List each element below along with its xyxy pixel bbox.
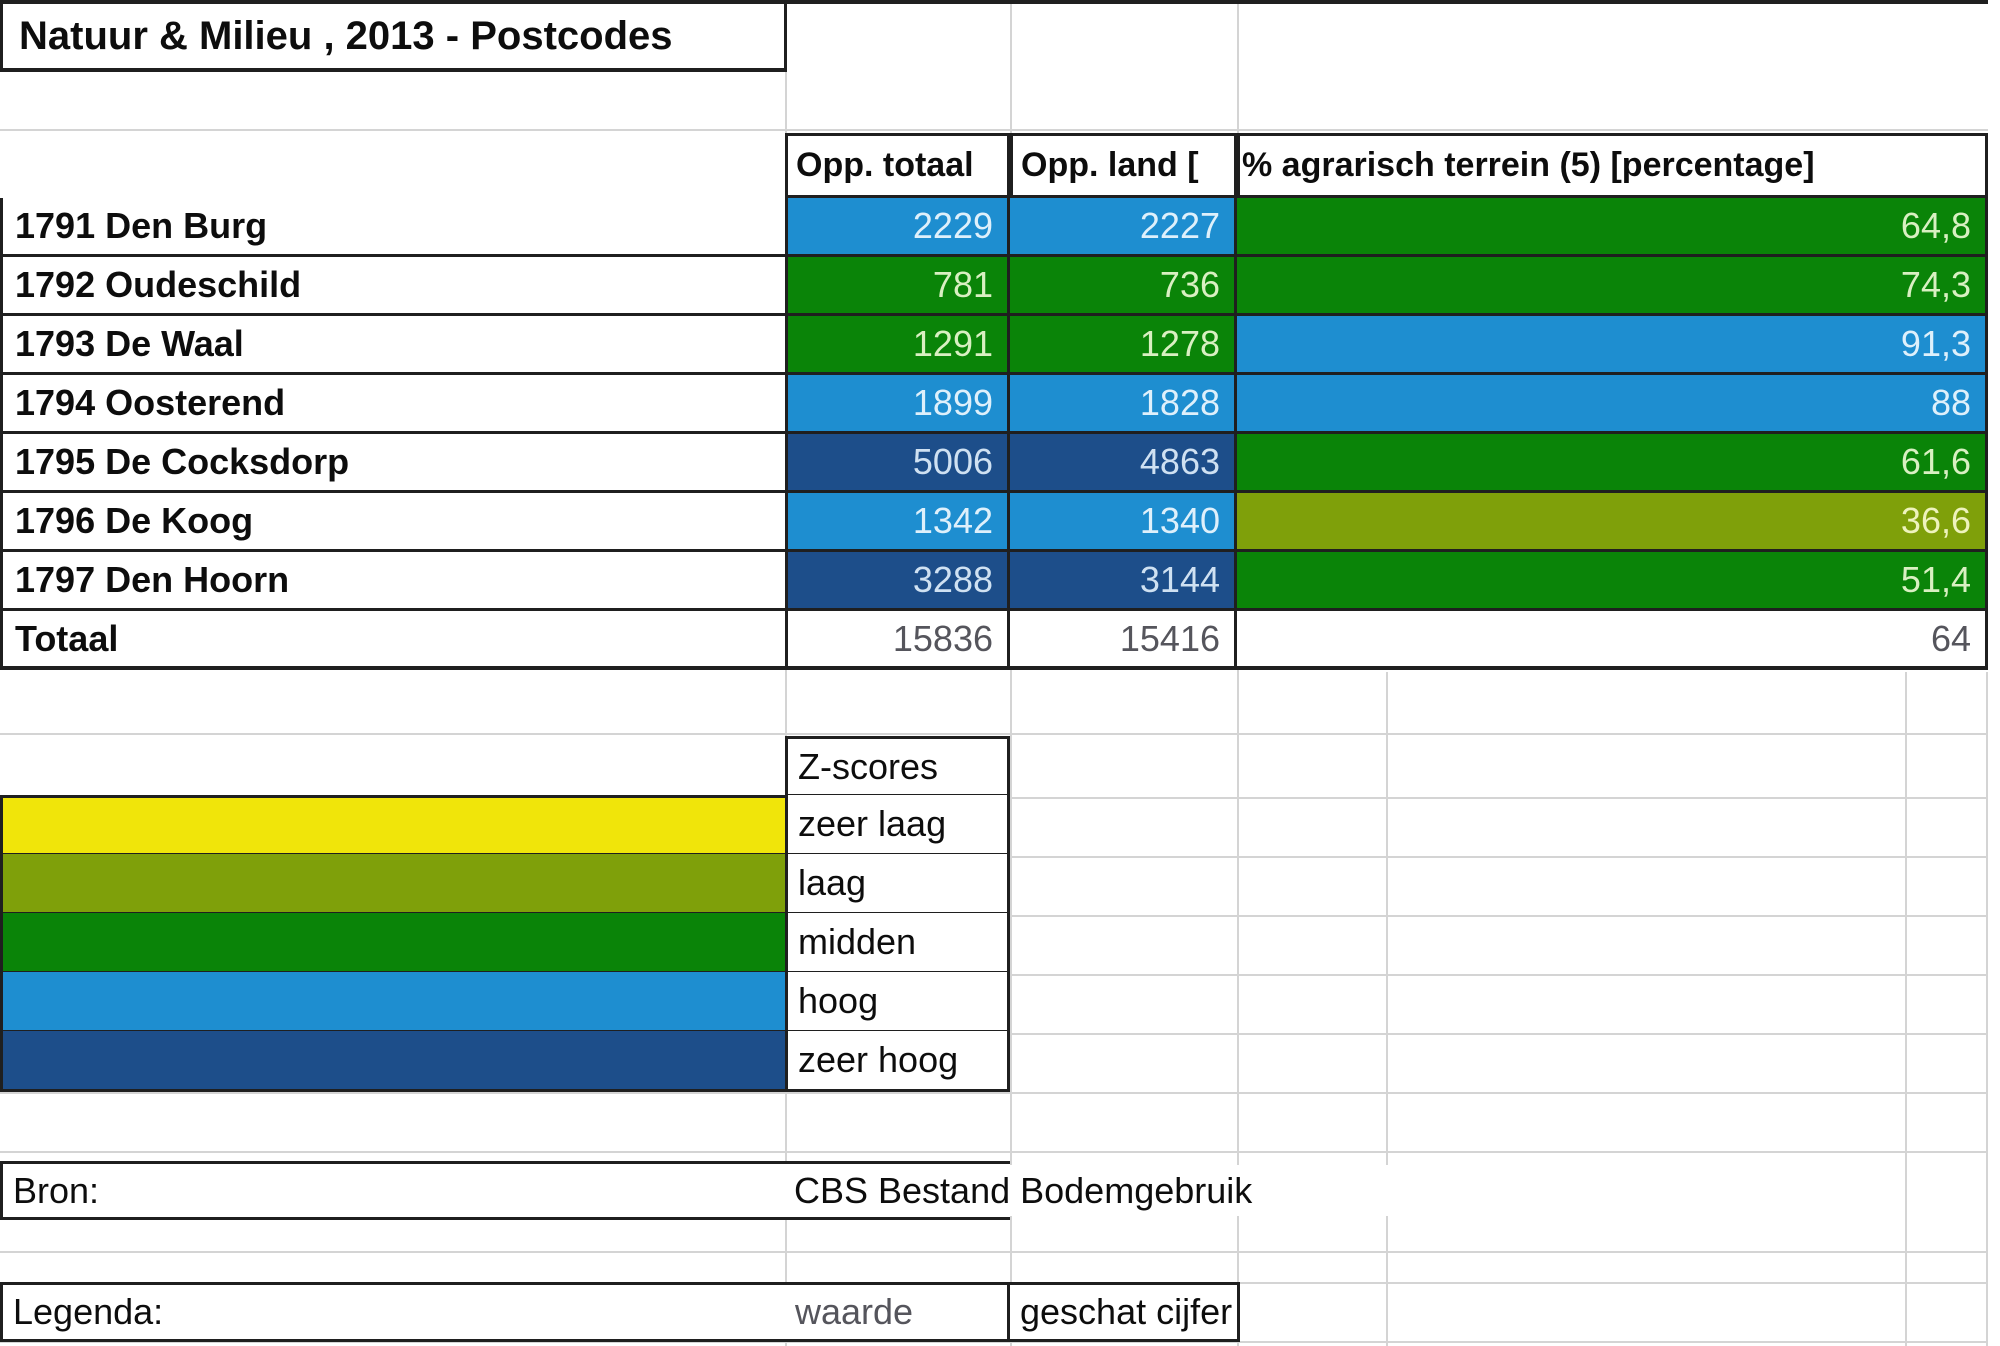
sheet-top-border [0,0,1988,4]
cell-pct[interactable]: 51,4 [1237,552,1988,611]
cell-pct[interactable]: 36,6 [1237,493,1988,552]
total-cell-pct[interactable]: 64 [1237,611,1988,670]
cell-pct[interactable]: 61,6 [1237,434,1988,493]
column-header-opp-totaal[interactable]: Opp. totaal [785,133,1010,198]
column-header-opp-land[interactable]: Opp. land [ [1010,133,1237,198]
gridline-h [0,733,1988,735]
cell-opp-totaal[interactable]: 3288 [785,552,1010,611]
legend-value-cell[interactable]: waarde [785,1282,1010,1342]
gridline-h [0,1251,1988,1253]
column-header-pct-agrarisch[interactable]: % agrarisch terrein (5) [percentage] [1237,133,1988,198]
cell-opp-land[interactable]: 2227 [1010,198,1237,257]
legend-label-zeer-hoog[interactable]: zeer hoog [785,1031,1010,1092]
total-row-label-cell[interactable]: Totaal [0,611,785,670]
gridline-v [1986,672,1988,1346]
cell-opp-land[interactable]: 1278 [1010,316,1237,375]
row-label-cell[interactable]: 1793 De Waal [0,316,785,375]
cell-opp-totaal[interactable]: 781 [785,257,1010,316]
cell-pct[interactable]: 74,3 [1237,257,1988,316]
cell-opp-land[interactable]: 1828 [1010,375,1237,434]
cell-opp-land[interactable]: 3144 [1010,552,1237,611]
legend-swatch-hoog[interactable] [0,972,785,1033]
cell-pct[interactable]: 64,8 [1237,198,1988,257]
gridline-h [0,129,1988,131]
source-label-cell[interactable]: Bron: [0,1161,788,1220]
row-label-cell[interactable]: 1791 Den Burg [0,198,785,257]
cell-opp-totaal[interactable]: 1342 [785,493,1010,552]
gridline-v [1010,0,1012,1346]
cell-opp-totaal[interactable]: 2229 [785,198,1010,257]
legend-swatch-laag[interactable] [0,854,785,915]
gridline-h [0,1151,1988,1153]
row-label-cell[interactable]: 1792 Oudeschild [0,257,785,316]
row-label-cell[interactable]: 1796 De Koog [0,493,785,552]
cell-pct[interactable]: 88 [1237,375,1988,434]
source-value-overflow-text: CBS Bestand Bodemgebruik [792,1165,1432,1216]
cell-opp-totaal[interactable]: 1291 [785,316,1010,375]
zscores-header-cell[interactable]: Z-scores [785,736,1010,797]
gridline-v [1386,672,1388,1346]
row-label-cell[interactable]: 1795 De Cocksdorp [0,434,785,493]
gridline-v [1237,0,1239,1346]
cell-pct[interactable]: 91,3 [1237,316,1988,375]
sheet-title-cell[interactable]: Natuur & Milieu , 2013 - Postcodes [0,4,787,72]
cell-opp-land[interactable]: 4863 [1010,434,1237,493]
row-label-cell[interactable]: 1797 Den Hoorn [0,552,785,611]
legend-label-midden[interactable]: midden [785,913,1010,974]
legend-label-laag[interactable]: laag [785,854,1010,915]
gridline-v [785,0,787,1346]
total-cell-opp-totaal[interactable]: 15836 [785,611,1010,670]
gridline-h [0,1092,1988,1094]
cell-opp-land[interactable]: 736 [1010,257,1237,316]
cell-opp-totaal[interactable]: 1899 [785,375,1010,434]
sheet-title: Natuur & Milieu , 2013 - Postcodes [19,13,673,58]
gridline-v [1905,672,1907,1346]
legend-label-zeer-laag[interactable]: zeer laag [785,795,1010,856]
legend-swatch-midden[interactable] [0,913,785,974]
cell-opp-totaal[interactable]: 5006 [785,434,1010,493]
gridline-h [0,1341,1988,1343]
cell-opp-land[interactable]: 1340 [1010,493,1237,552]
legend-swatch-zeer-hoog[interactable] [0,1031,785,1092]
row-label-cell[interactable]: 1794 Oosterend [0,375,785,434]
legend-title-cell[interactable]: Legenda: [0,1282,788,1342]
legend-swatch-zeer-laag[interactable] [0,795,785,856]
total-cell-opp-land[interactable]: 15416 [1010,611,1237,670]
legend-estimated-cell[interactable]: geschat cijfer [1010,1282,1240,1342]
legend-label-hoog[interactable]: hoog [785,972,1010,1033]
